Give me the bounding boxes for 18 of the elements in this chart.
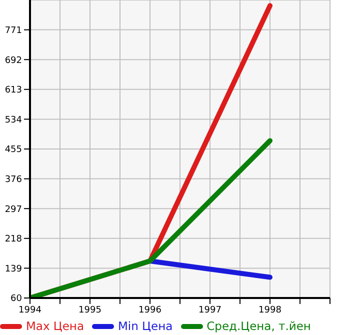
x-tick-label: 1997 bbox=[198, 305, 222, 316]
y-tick-label: 297 bbox=[4, 204, 22, 215]
legend-label: Min Цена bbox=[117, 319, 173, 333]
y-tick-label: 376 bbox=[4, 174, 22, 185]
y-tick-label: 139 bbox=[4, 264, 22, 274]
x-tick-label: 1994 bbox=[18, 305, 42, 316]
y-tick-label: 534 bbox=[4, 115, 22, 126]
legend-label: Сред.Цена, т.йен bbox=[206, 319, 311, 333]
y-tick-label: 613 bbox=[4, 86, 22, 96]
y-tick-label: 455 bbox=[4, 145, 22, 156]
x-tick-label: 1995 bbox=[78, 305, 102, 316]
y-tick-label: 771 bbox=[4, 26, 22, 36]
y-tick-label: 60 bbox=[10, 294, 22, 304]
x-tick-label: 1998 bbox=[258, 305, 282, 316]
y-tick-label: 692 bbox=[4, 56, 22, 66]
legend-label: Max Цена bbox=[25, 319, 84, 333]
y-tick-label: 218 bbox=[4, 234, 22, 245]
x-tick-label: 1996 bbox=[138, 305, 162, 316]
